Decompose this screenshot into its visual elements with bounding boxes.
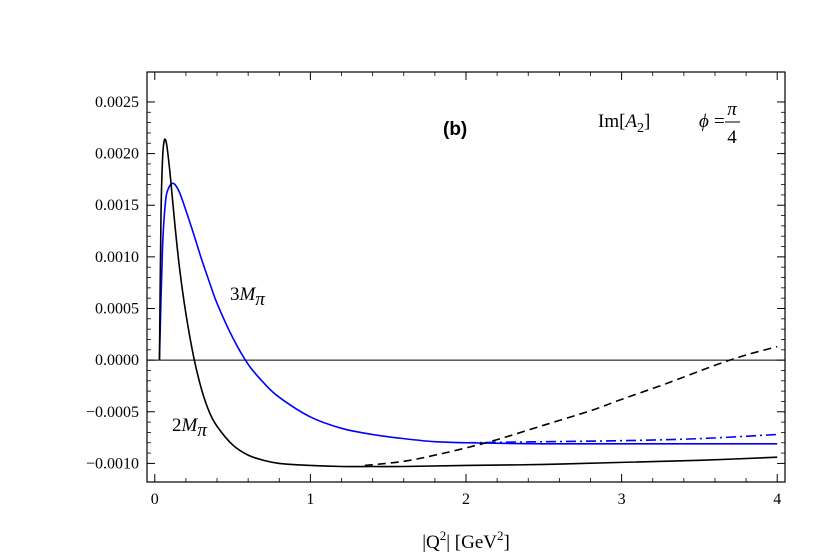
series-line-3: [158, 138, 778, 468]
x-tick-label: 2: [462, 491, 470, 508]
x-axis-title: |Q2| [GeV2]: [422, 528, 510, 553]
y-tick-label: −0.0005: [86, 404, 139, 421]
x-tick-label: 4: [773, 491, 781, 508]
phi-symbol: ϕ: [699, 111, 709, 132]
y-tick-label: 0.0000: [95, 352, 139, 369]
y-tick-label: −0.0010: [86, 455, 139, 472]
series-label-2m: 2Mπ: [172, 415, 207, 441]
x-tick-label: 1: [306, 491, 314, 508]
y-tick-label: 0.0015: [95, 197, 139, 214]
x-tick-label: 0: [151, 491, 159, 508]
phi-label: ϕ = π 4: [699, 99, 740, 148]
phi-denominator: 4: [727, 127, 737, 148]
series-line-2: [465, 433, 778, 444]
series-line-1: [158, 182, 778, 445]
x-tick-label: 3: [618, 491, 626, 508]
series-label-3m: 3Mπ: [230, 284, 265, 310]
series-line-4: [364, 345, 778, 467]
phi-numerator: π: [727, 99, 737, 120]
y-tick-label: 0.0025: [95, 94, 139, 111]
y-tick-label: 0.0020: [95, 146, 139, 163]
tick-layer: 0 1 2 3 4 0.0025 0.0020 0.0015 0.0010 0.0005 0.000…: [86, 72, 785, 508]
panel-label: (b): [443, 119, 467, 140]
series-layer: [158, 138, 778, 468]
y-tick-label: 0.0010: [95, 249, 139, 266]
phi-equals: =: [714, 111, 725, 132]
quantity-label: Im[A2]: [598, 111, 650, 136]
y-tick-label: 0.0005: [95, 300, 139, 317]
